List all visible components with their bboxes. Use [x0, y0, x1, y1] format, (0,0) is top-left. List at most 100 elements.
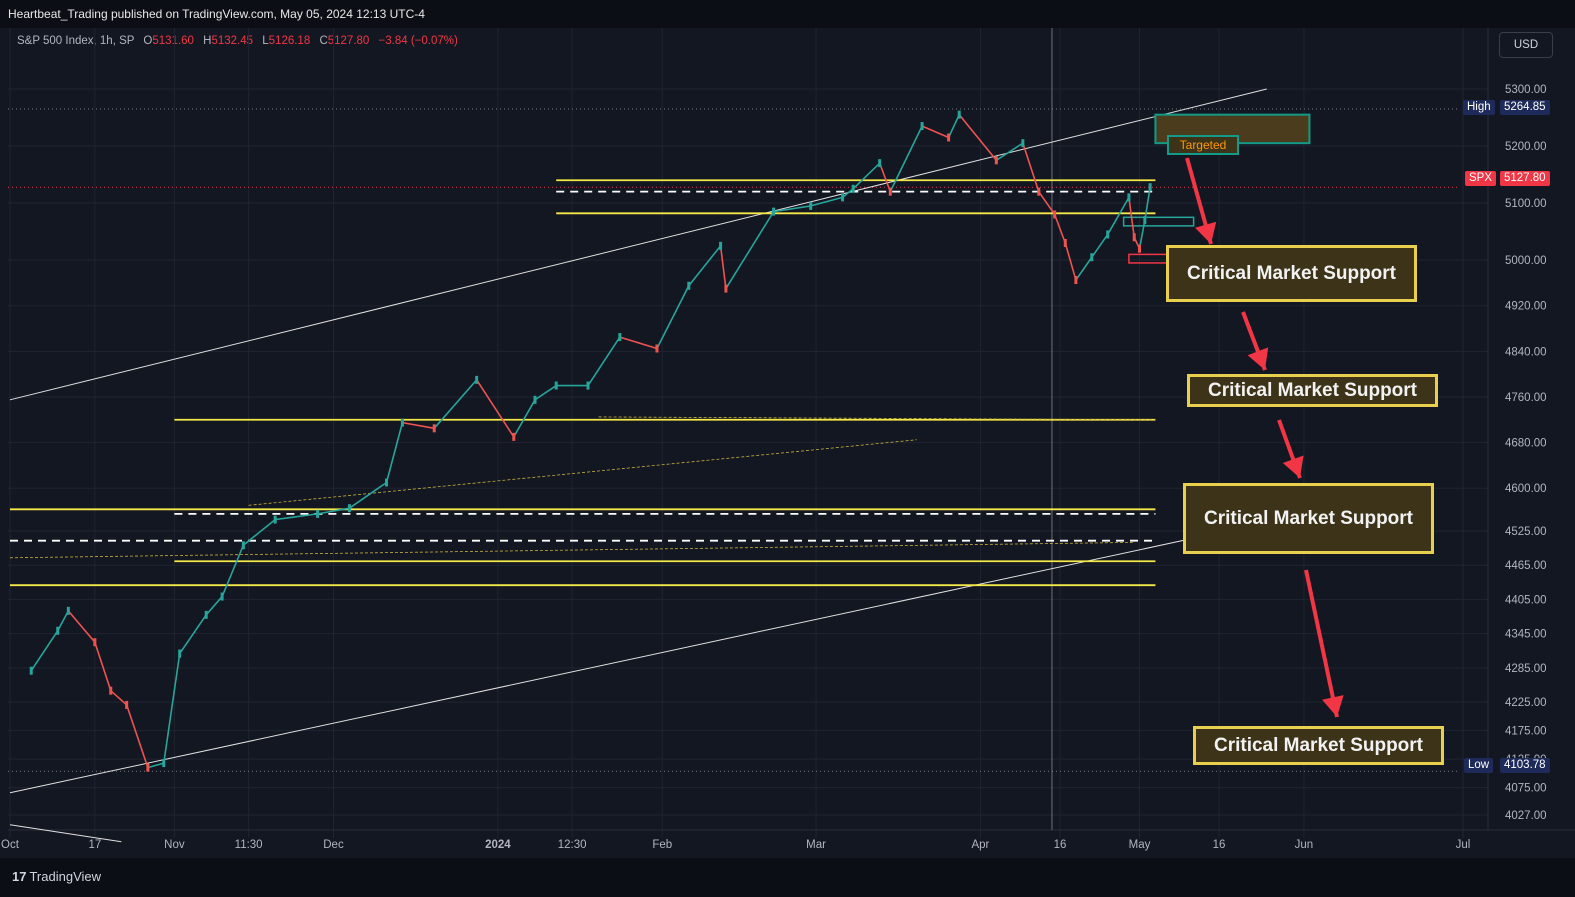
price-candle: [1106, 230, 1110, 239]
x-tick-label: Oct: [1, 839, 20, 851]
price-candle: [1090, 253, 1094, 262]
price-segment: [57, 610, 70, 632]
price-segment: [947, 114, 960, 138]
publish-header: Heartbeat_Trading published on TradingVi…: [0, 0, 1575, 28]
price-segment: [656, 285, 690, 349]
price-candle: [316, 509, 320, 518]
drawing-layer: [8, 28, 1460, 843]
price-candle: [1053, 210, 1057, 219]
y-tick-label: 5300.00: [1505, 84, 1547, 96]
arrow-4-head: [1322, 695, 1344, 717]
price-segment: [179, 614, 207, 655]
price-candle: [347, 504, 351, 513]
price-segment: [67, 610, 96, 643]
time-axis: Oct 17 Nov 11:30 Dec 2024 12:30 Feb Mar Apr 16 May 1…: [1, 839, 1470, 851]
price-segment: [317, 507, 350, 515]
price-segment: [1128, 197, 1136, 238]
price-series: [29, 110, 1152, 772]
price-candle: [554, 381, 558, 390]
x-tick-label: 17: [88, 839, 101, 851]
price-candle: [109, 686, 113, 695]
x-tick-label: Nov: [164, 839, 185, 851]
critical-support-label-2: Critical Market Support: [1187, 374, 1438, 407]
annotation-arrows: [1185, 157, 1344, 718]
price-candle: [146, 763, 150, 772]
publisher-text: Heartbeat_Trading published on TradingVi…: [8, 7, 425, 21]
price-segment: [475, 379, 515, 438]
price-segment: [221, 544, 245, 597]
high-price-label: 5264.85: [1500, 100, 1550, 115]
y-tick-label: 4920.00: [1505, 301, 1547, 313]
x-tick-label: Mar: [806, 839, 826, 851]
price-segment: [1107, 196, 1130, 235]
profile-line: [9, 541, 1135, 559]
entry-zone-box: [1122, 216, 1195, 227]
critical-support-label-3: Critical Market Support: [1183, 483, 1434, 554]
price-candle: [1138, 244, 1142, 253]
x-tick-label: Dec: [323, 839, 344, 851]
footer-bar: [0, 858, 1575, 897]
price-segment: [162, 653, 181, 764]
currency-button[interactable]: USD: [1499, 32, 1553, 58]
last-price-label: 5127.80: [1500, 171, 1550, 186]
price-candle: [586, 381, 590, 390]
high-value: 5132.45: [211, 35, 254, 47]
price-candle: [719, 241, 723, 250]
y-tick-label: 4175.00: [1505, 726, 1547, 738]
price-candle: [920, 122, 924, 131]
price-segment: [1138, 220, 1146, 249]
price-candle: [1037, 187, 1041, 196]
price-segment: [94, 641, 112, 691]
price-candle: [475, 375, 479, 384]
price-candle: [204, 610, 208, 619]
low-tag: Low: [1464, 758, 1494, 773]
open-value: 5131.60: [152, 35, 194, 47]
price-segment: [587, 336, 621, 386]
price-candle: [878, 159, 882, 168]
price-candle: [162, 759, 166, 768]
price-candle: [687, 281, 691, 290]
price-candle: [533, 395, 537, 404]
price-candle: [400, 418, 404, 427]
symbol-title: S&P 500 Index, 1h, SP: [17, 35, 135, 47]
y-tick-label: 4345.00: [1505, 629, 1547, 641]
price-segment: [30, 630, 59, 672]
price-segment: [773, 205, 811, 213]
price-candle: [512, 432, 516, 441]
price-segment: [275, 513, 318, 521]
y-tick-label: 5000.00: [1505, 255, 1547, 267]
y-tick-label: 4525.00: [1505, 526, 1547, 538]
price-candle: [724, 284, 728, 293]
price-candle: [655, 344, 659, 353]
price-candle: [241, 541, 245, 550]
low-label: L: [262, 35, 269, 47]
price-chart[interactable]: 5300.00 5200.00 5100.00 5000.00 4920.00 4840.…: [0, 28, 1575, 858]
y-tick-label: 4760.00: [1505, 392, 1547, 404]
price-candle: [851, 184, 855, 193]
price-candle: [947, 133, 951, 142]
price-segment: [1091, 233, 1109, 258]
y-tick-label: 4075.00: [1505, 783, 1547, 795]
price-candle: [29, 666, 33, 675]
tradingview-logo[interactable]: 17 TradingView: [12, 869, 101, 884]
price-candle: [772, 207, 776, 216]
low-value: 5126.18: [268, 35, 311, 47]
y-tick-label: 5200.00: [1505, 141, 1547, 153]
profile-line: [248, 439, 917, 506]
price-segment: [125, 704, 149, 768]
price-segment: [534, 384, 557, 401]
price-segment: [1038, 191, 1056, 215]
channel-trendline: [9, 88, 1267, 401]
x-tick-label: 11:30: [235, 839, 263, 851]
price-candle: [1074, 276, 1078, 285]
x-tick-label: Jul: [1456, 839, 1471, 851]
price-candle: [1063, 238, 1067, 247]
y-tick-label: 4405.00: [1505, 594, 1547, 606]
price-segment: [1064, 242, 1077, 281]
price-segment: [958, 114, 997, 161]
price-candle: [220, 592, 224, 601]
price-candle: [56, 626, 60, 635]
price-candle: [66, 606, 70, 615]
arrow-4-shaft: [1304, 569, 1339, 718]
y-tick-label: 4027.00: [1505, 810, 1547, 822]
